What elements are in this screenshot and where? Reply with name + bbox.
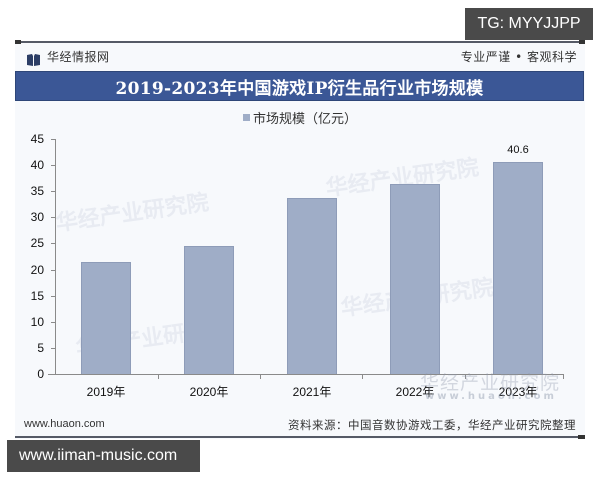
brand-slogan: 专业严谨 • 客观科学 <box>460 50 577 64</box>
brand-name: 华经情报网 <box>47 50 110 64</box>
bar-2021 <box>287 198 337 374</box>
legend-swatch <box>242 114 250 121</box>
x-tick <box>563 374 564 379</box>
legend-label: 市场规模（亿元） <box>252 112 357 127</box>
brand-header: 华经情报网 专业严谨 • 客观科学 <box>15 44 585 70</box>
y-tick <box>51 139 55 140</box>
y-tick <box>51 191 55 192</box>
y-tick <box>51 243 55 244</box>
x-tick <box>260 374 261 379</box>
x-tick <box>362 374 363 379</box>
bar-2020 <box>184 246 234 374</box>
x-axis <box>48 374 564 375</box>
bar-2023 <box>493 162 543 374</box>
x-tick <box>158 374 159 379</box>
y-tick <box>51 374 55 375</box>
x-tick-label: 2019年 <box>86 385 126 399</box>
corner-watermark-text: 华经产业研究院 <box>420 372 561 394</box>
site-overlay-badge: www.iiman-music.com <box>7 440 200 472</box>
frame-top-divider <box>15 40 585 44</box>
y-tick-label: 35 <box>30 184 44 198</box>
y-tick-label: 45 <box>30 132 44 146</box>
data-label-2023: 40.6 <box>507 144 529 156</box>
y-tick <box>51 270 55 271</box>
y-tick-label: 20 <box>30 263 44 277</box>
y-tick-label: 30 <box>30 210 44 224</box>
y-tick-label: 15 <box>30 289 44 303</box>
bar-2022 <box>390 184 440 374</box>
x-tick-label: 2020年 <box>189 385 229 399</box>
footer-website: www.huaon.com <box>24 418 105 430</box>
y-tick <box>51 322 55 323</box>
y-tick-label: 0 <box>37 367 44 381</box>
y-tick <box>51 348 55 349</box>
y-tick <box>51 165 55 166</box>
chart-legend: 市场规模（亿元） <box>0 108 600 127</box>
footer-source: 资料来源：中国音数协游戏工委，华经产业研究院整理 <box>288 418 576 432</box>
x-tick-label: 2021年 <box>292 385 332 399</box>
corner-watermark-url: www.huaon.com <box>425 391 557 402</box>
x-tick <box>465 374 466 379</box>
y-tick <box>51 217 55 218</box>
chart-title: 2019-2023年中国游戏IP衍生品行业市场规模 <box>115 78 484 99</box>
book-logo-icon <box>27 51 40 66</box>
y-axis <box>55 139 56 375</box>
frame-bottom-divider <box>15 435 585 439</box>
y-tick <box>51 296 55 297</box>
bar-2019 <box>81 262 131 374</box>
y-tick-label: 10 <box>30 315 44 329</box>
tg-overlay-badge: TG: MYYJJPP <box>465 8 593 40</box>
chart-title-bar: 2019-2023年中国游戏IP衍生品行业市场规模 <box>15 71 584 101</box>
y-tick-label: 25 <box>30 236 44 250</box>
x-tick-label: 2023年 <box>498 385 538 399</box>
y-tick-label: 40 <box>30 158 44 172</box>
y-tick-label: 5 <box>37 341 44 355</box>
x-tick-label: 2022年 <box>395 385 435 399</box>
